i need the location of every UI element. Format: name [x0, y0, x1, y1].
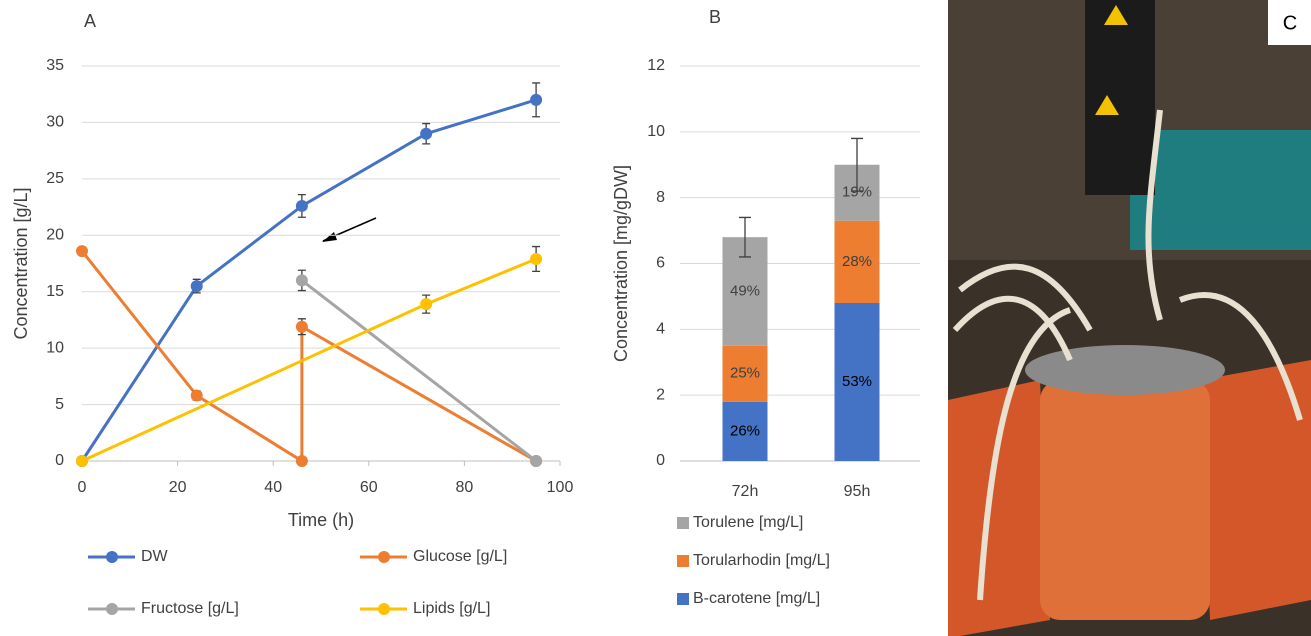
y-tick-label: 0: [55, 452, 64, 469]
data-point: [76, 245, 88, 258]
segment-label: 49%: [730, 282, 760, 299]
panel-label: A: [84, 11, 96, 31]
legend-marker: [378, 551, 390, 563]
panel-label-box: [1268, 0, 1311, 45]
legend-swatch: [677, 517, 689, 529]
photo-panel: [1130, 130, 1311, 250]
data-point: [420, 298, 433, 311]
segment-label: 25%: [730, 365, 760, 382]
y-axis-label: Concentration [g/L]: [11, 187, 31, 339]
data-point: [76, 455, 88, 467]
bar-segment: [722, 345, 768, 402]
legend-label: Fructose [g/L]: [141, 600, 239, 617]
segment-label: 26%: [730, 422, 760, 439]
y-tick-label: 10: [647, 123, 665, 140]
segment-label: 19%: [842, 184, 872, 201]
x-tick-label: 60: [360, 479, 378, 496]
legend-label: Torularhodin [mg/L]: [693, 552, 830, 569]
panel-label: B: [709, 7, 721, 27]
x-tick-label: 20: [169, 479, 187, 496]
segment-label: 53%: [842, 373, 872, 390]
data-point: [420, 127, 433, 140]
y-tick-label: 15: [46, 283, 64, 300]
x-tick-label: 40: [264, 479, 282, 496]
series-line: [81, 257, 537, 463]
x-tick-label: 0: [78, 479, 87, 496]
y-tick-label: 25: [46, 170, 64, 187]
annotation-arrowhead: [322, 232, 337, 242]
x-axis-label: Time (h): [288, 510, 354, 530]
data-point: [295, 320, 308, 333]
legend-label: Lipids [g/L]: [413, 600, 490, 617]
bar-segment: [834, 220, 880, 303]
photo-warning: [1104, 5, 1128, 25]
y-tick-label: 2: [656, 386, 665, 403]
y-tick-label: 12: [647, 57, 665, 74]
y-tick-label: 6: [656, 255, 665, 272]
legend-swatch: [677, 593, 689, 605]
segment-label: 28%: [842, 253, 872, 270]
bar-segment: [834, 303, 880, 461]
photo-heater: [1200, 360, 1311, 620]
photo-heater: [948, 380, 1050, 636]
x-tick-label: 72h: [732, 483, 759, 500]
data-point: [530, 93, 543, 106]
series-line: [300, 279, 538, 463]
legend-marker: [106, 551, 118, 563]
legend-marker: [378, 603, 390, 615]
error-bar: [851, 137, 863, 192]
data-point: [530, 252, 543, 265]
photo-tubing: [952, 109, 1303, 601]
photo-warning: [1095, 95, 1119, 115]
y-tick-label: 8: [656, 189, 665, 206]
legend-swatch: [677, 555, 689, 567]
y-axis-label: Concentration [mg/gDW]: [611, 165, 631, 362]
x-tick-label: 80: [456, 479, 474, 496]
data-point: [190, 389, 203, 402]
data-point: [295, 274, 308, 287]
photo: C: [948, 0, 1311, 636]
data-point: [295, 199, 308, 212]
legend-label: B-carotene [mg/L]: [693, 590, 820, 607]
photo-vessel: [1040, 380, 1210, 620]
data-point: [530, 455, 543, 467]
panel-label: C: [1283, 12, 1297, 34]
photo-lid: [1025, 345, 1225, 395]
legend-label: DW: [141, 548, 169, 565]
bar-segment: [722, 401, 768, 461]
y-tick-label: 35: [46, 57, 64, 74]
y-tick-label: 10: [46, 339, 64, 356]
x-tick-label: 95h: [844, 483, 871, 500]
error-bar: [739, 216, 751, 258]
data-point: [295, 455, 308, 467]
y-tick-label: 5: [55, 396, 64, 413]
y-tick-label: 4: [656, 321, 665, 338]
legend-label: Torulene [mg/L]: [693, 514, 803, 531]
y-tick-label: 30: [46, 114, 64, 131]
y-tick-label: 20: [46, 227, 64, 244]
x-tick-label: 100: [547, 479, 574, 496]
y-tick-label: 0: [656, 452, 665, 469]
photo-motor: [1085, 0, 1155, 195]
data-point: [190, 280, 203, 293]
legend-marker: [106, 603, 118, 615]
legend-label: Glucose [g/L]: [413, 548, 507, 565]
